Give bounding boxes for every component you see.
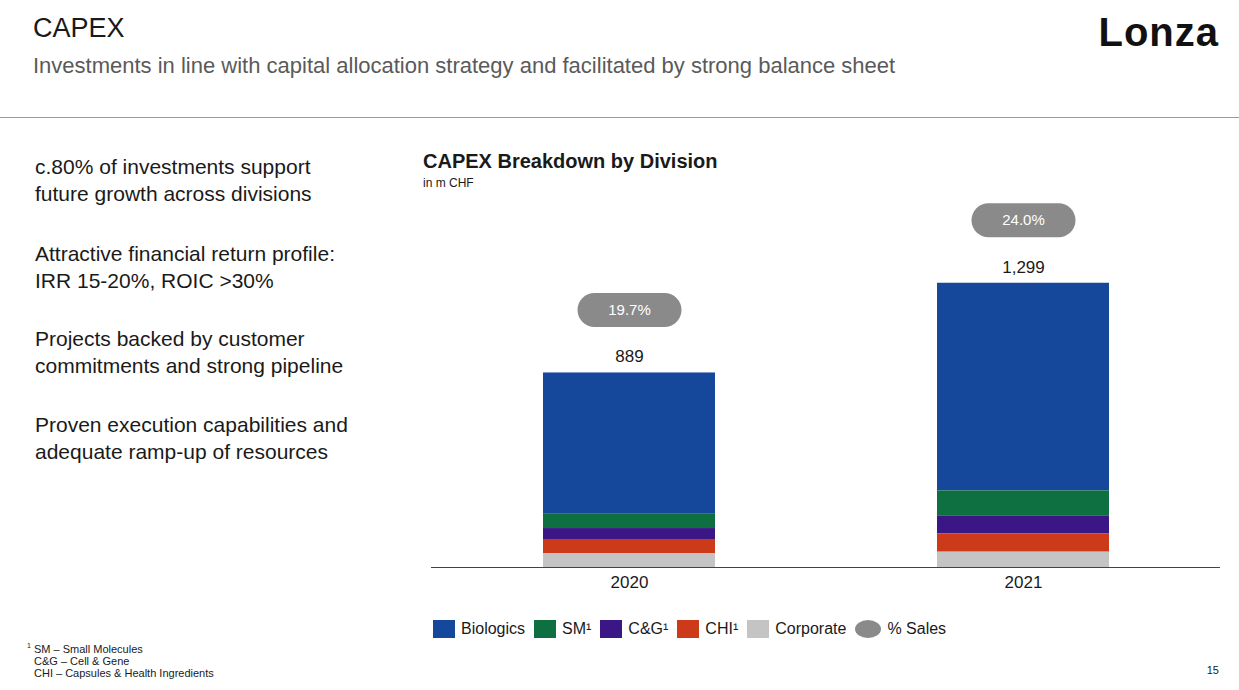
svg-text:2020: 2020: [611, 573, 649, 590]
html-text:IRR 15-20%, ROIC >30%: IRR 15-20%, ROIC >30%: [35, 269, 274, 292]
svg-text:1,299: 1,299: [1002, 258, 1045, 277]
svg-text:889: 889: [615, 347, 643, 366]
html-text:% Sales: % Sales: [887, 620, 947, 637]
html-text:C&G¹: C&G¹: [628, 620, 669, 637]
html-text:15: 15: [1206, 664, 1219, 676]
html-text:Corporate: Corporate: [775, 620, 847, 637]
html-text:Biologics: Biologics: [461, 620, 525, 637]
html-text:C&G – Cell & Gene: C&G – Cell & Gene: [34, 654, 130, 667]
html-text:CAPEX Breakdown by Division: CAPEX Breakdown by Division: [423, 150, 718, 172]
html-text:future growth across divisions: future growth across divisions: [35, 182, 312, 205]
html-text:SM¹: SM¹: [562, 620, 592, 637]
html-text:adequate ramp-up of resources: adequate ramp-up of resources: [35, 440, 328, 463]
svg-text:24.0%: 24.0%: [1002, 211, 1045, 228]
html-text:CHI¹: CHI¹: [705, 620, 739, 637]
html-text:Lonza: Lonza: [1098, 10, 1219, 54]
html-text:CHI – Capsules & Health Ingred: CHI – Capsules & Health Ingredients: [34, 666, 214, 679]
html-text:Attractive financial return pr: Attractive financial return profile:: [35, 242, 335, 265]
html-text:CAPEX: CAPEX: [33, 13, 125, 43]
html-text:Investments in line with capit: Investments in line with capital allocat…: [33, 53, 896, 78]
html-text:Proven execution capabilities: Proven execution capabilities and: [35, 413, 348, 436]
html-text:in m CHF: in m CHF: [423, 176, 474, 190]
svg-text:19.7%: 19.7%: [608, 301, 651, 318]
html-text:commitments and strong pipelin: commitments and strong pipeline: [35, 354, 344, 377]
html-text:1SM – Small Molecules: 1SM – Small Molecules: [27, 642, 143, 655]
html-text:c.80% of investments support: c.80% of investments support: [35, 155, 311, 178]
html-text:Projects backed by customer: Projects backed by customer: [35, 327, 305, 350]
svg-text:2021: 2021: [1005, 573, 1043, 590]
